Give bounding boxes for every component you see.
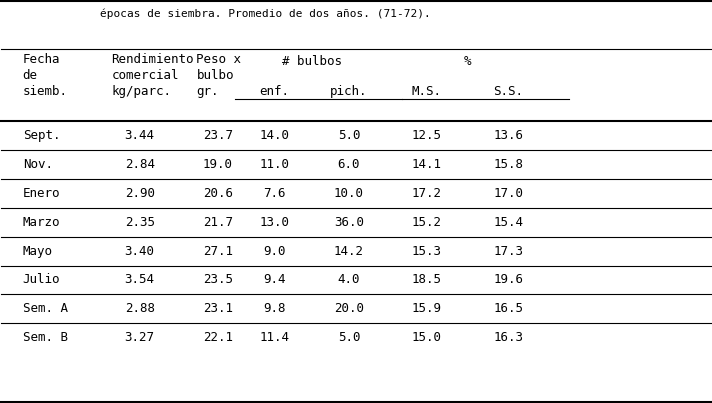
- Text: 12.5: 12.5: [412, 129, 442, 142]
- Text: gr.: gr.: [197, 85, 219, 98]
- Text: 14.1: 14.1: [412, 158, 442, 171]
- Text: 15.9: 15.9: [412, 302, 442, 315]
- Text: Sept.: Sept.: [23, 129, 61, 142]
- Text: 15.3: 15.3: [412, 245, 442, 258]
- Text: 17.0: 17.0: [493, 187, 523, 200]
- Text: Enero: Enero: [23, 187, 61, 200]
- Text: épocas de siembra. Promedio de dos años. (71-72).: épocas de siembra. Promedio de dos años.…: [100, 9, 431, 19]
- Text: 15.8: 15.8: [493, 158, 523, 171]
- Text: 6.0: 6.0: [337, 158, 360, 171]
- Text: Sem. A: Sem. A: [23, 302, 68, 315]
- Text: 11.0: 11.0: [259, 158, 290, 171]
- Text: 10.0: 10.0: [334, 187, 364, 200]
- Text: 16.5: 16.5: [493, 302, 523, 315]
- Text: 20.0: 20.0: [334, 302, 364, 315]
- Text: 13.6: 13.6: [493, 129, 523, 142]
- Text: 15.4: 15.4: [493, 216, 523, 229]
- Text: 15.0: 15.0: [412, 331, 442, 344]
- Text: Peso x: Peso x: [197, 53, 241, 66]
- Text: Marzo: Marzo: [23, 216, 61, 229]
- Text: 14.2: 14.2: [334, 245, 364, 258]
- Text: 2.88: 2.88: [125, 302, 155, 315]
- Text: 2.84: 2.84: [125, 158, 155, 171]
- Text: 3.54: 3.54: [125, 274, 155, 287]
- Text: %: %: [464, 55, 471, 68]
- Text: 15.2: 15.2: [412, 216, 442, 229]
- Text: 11.4: 11.4: [259, 331, 290, 344]
- Text: S.S.: S.S.: [493, 85, 523, 98]
- Text: Julio: Julio: [23, 274, 61, 287]
- Text: 20.6: 20.6: [203, 187, 233, 200]
- Text: siemb.: siemb.: [23, 85, 68, 98]
- Text: 23.1: 23.1: [203, 302, 233, 315]
- Text: 3.40: 3.40: [125, 245, 155, 258]
- Text: 22.1: 22.1: [203, 331, 233, 344]
- Text: 19.6: 19.6: [493, 274, 523, 287]
- Text: 2.35: 2.35: [125, 216, 155, 229]
- Text: # bulbos: # bulbos: [282, 55, 342, 68]
- Text: Rendimiento: Rendimiento: [111, 53, 194, 66]
- Text: 4.0: 4.0: [337, 274, 360, 287]
- Text: de: de: [23, 69, 38, 82]
- Text: Mayo: Mayo: [23, 245, 53, 258]
- Text: 36.0: 36.0: [334, 216, 364, 229]
- Text: 21.7: 21.7: [203, 216, 233, 229]
- Text: 2.90: 2.90: [125, 187, 155, 200]
- Text: 23.5: 23.5: [203, 274, 233, 287]
- Text: 9.0: 9.0: [263, 245, 286, 258]
- Text: 13.0: 13.0: [259, 216, 290, 229]
- Text: 3.44: 3.44: [125, 129, 155, 142]
- Text: 17.2: 17.2: [412, 187, 442, 200]
- Text: 18.5: 18.5: [412, 274, 442, 287]
- Text: enf.: enf.: [259, 85, 290, 98]
- Text: 19.0: 19.0: [203, 158, 233, 171]
- Text: 9.4: 9.4: [263, 274, 286, 287]
- Text: 7.6: 7.6: [263, 187, 286, 200]
- Text: Sem. B: Sem. B: [23, 331, 68, 344]
- Text: kg/parc.: kg/parc.: [111, 85, 172, 98]
- Text: Nov.: Nov.: [23, 158, 53, 171]
- Text: 14.0: 14.0: [259, 129, 290, 142]
- Text: 17.3: 17.3: [493, 245, 523, 258]
- Text: M.S.: M.S.: [412, 85, 442, 98]
- Text: 23.7: 23.7: [203, 129, 233, 142]
- Text: 16.3: 16.3: [493, 331, 523, 344]
- Text: bulbo: bulbo: [197, 69, 234, 82]
- Text: Fecha: Fecha: [23, 53, 61, 66]
- Text: 9.8: 9.8: [263, 302, 286, 315]
- Text: 5.0: 5.0: [337, 331, 360, 344]
- Text: comercial: comercial: [111, 69, 179, 82]
- Text: 3.27: 3.27: [125, 331, 155, 344]
- Text: pich.: pich.: [330, 85, 367, 98]
- Text: 27.1: 27.1: [203, 245, 233, 258]
- Text: 5.0: 5.0: [337, 129, 360, 142]
